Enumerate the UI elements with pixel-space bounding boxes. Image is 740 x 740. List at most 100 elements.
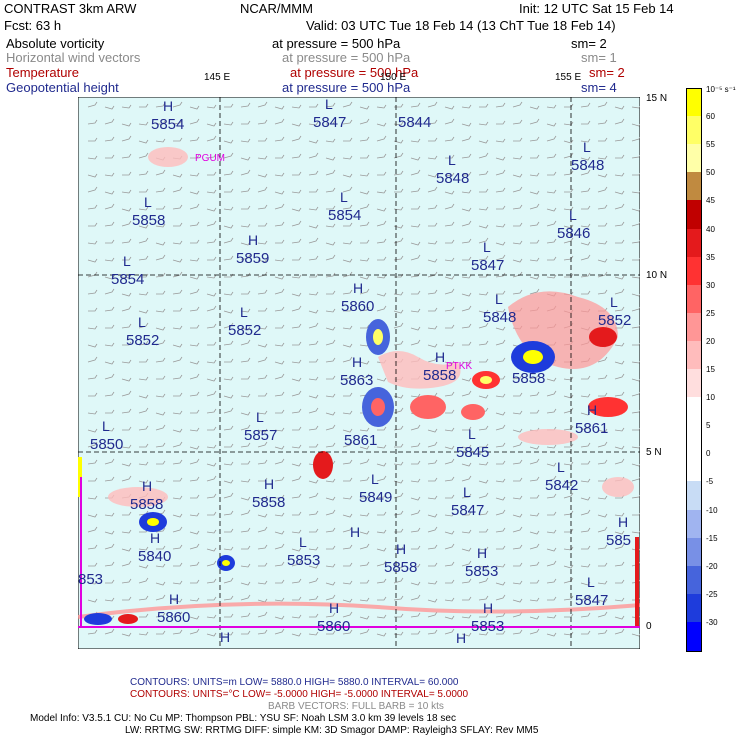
wind-barb — [274, 221, 285, 227]
wind-barb — [512, 459, 523, 465]
wind-barb — [631, 494, 640, 499]
wind-barb — [444, 172, 455, 177]
wind-barb — [410, 169, 421, 176]
colorbar-label: -20 — [706, 561, 718, 571]
wind-barb — [359, 561, 370, 567]
wind-barb — [138, 564, 149, 569]
wind-barb — [87, 186, 98, 193]
wind-barb — [427, 258, 438, 263]
wind-barb — [325, 509, 336, 516]
wind-barb — [597, 374, 608, 380]
wind-barb — [138, 206, 149, 211]
wind-barb — [257, 580, 268, 585]
wind-barb — [224, 358, 234, 363]
wind-barb — [223, 376, 234, 381]
wind-barb — [326, 630, 336, 635]
center-marker: L — [256, 409, 264, 425]
wind-barb — [172, 186, 183, 193]
wind-barb — [631, 293, 640, 297]
wind-barb — [580, 241, 591, 246]
colorbar-swatch — [687, 256, 701, 286]
wind-barb — [376, 444, 387, 449]
wind-barb — [325, 254, 336, 261]
wind-barb — [309, 528, 319, 533]
wind-barb — [512, 374, 523, 380]
wind-barb — [529, 512, 540, 517]
wind-barb — [427, 240, 438, 245]
wind-barb — [427, 204, 438, 210]
wind-barb — [478, 309, 489, 314]
wind-barb — [172, 428, 183, 433]
wind-barb — [376, 529, 387, 534]
wind-barb — [512, 513, 523, 518]
colorbar-label: -5 — [706, 477, 714, 487]
colorbar-label: 55 — [706, 140, 715, 150]
wind-barb — [410, 509, 421, 516]
wind-barb — [478, 237, 489, 244]
center-value: 5858 — [512, 370, 545, 387]
wind-barb — [172, 240, 183, 245]
wind-barb — [309, 188, 319, 193]
wind-barb — [496, 120, 506, 125]
wind-barb — [155, 308, 166, 313]
wind-barb — [529, 530, 540, 535]
wind-barb — [274, 458, 285, 465]
lon-label-155e: 155 E — [555, 72, 582, 83]
wind-barb — [257, 629, 268, 635]
wind-barb — [461, 274, 472, 279]
wind-barb — [529, 543, 540, 550]
center-value: 5853 — [287, 552, 320, 569]
wind-barb — [359, 288, 370, 295]
wind-barb — [376, 305, 387, 312]
wind-barb — [479, 613, 489, 618]
wind-barb — [206, 135, 217, 142]
wind-barb — [104, 118, 115, 125]
wind-barb — [138, 425, 149, 431]
wind-barb — [308, 309, 319, 314]
center-marker: L — [144, 194, 152, 210]
center-marker: H — [220, 629, 230, 645]
wind-barb — [513, 137, 523, 142]
center-value: 5852 — [228, 322, 261, 339]
wind-barb — [308, 564, 319, 569]
colorbar-label: 45 — [706, 196, 715, 206]
wind-barb — [138, 309, 149, 314]
wind-barb — [87, 544, 98, 550]
wind-barb — [410, 272, 421, 278]
wind-barb — [138, 170, 149, 176]
colorbar-swatch — [687, 312, 701, 342]
wind-barb — [121, 323, 132, 329]
field-pressure-temperature: at pressure = 500 hPa — [290, 65, 419, 80]
wind-barb — [207, 171, 217, 176]
wind-barb — [512, 410, 523, 415]
wind-barb — [614, 203, 625, 210]
wind-barb — [461, 359, 472, 364]
wind-barb — [444, 391, 455, 397]
wind-barb — [410, 527, 421, 533]
wind-barb — [223, 322, 234, 329]
wind-barb — [156, 205, 166, 210]
wind-barb — [410, 254, 421, 261]
wind-barb — [529, 203, 540, 210]
wind-barb — [121, 305, 132, 312]
center-value: 5849 — [359, 489, 392, 506]
wind-barb — [376, 632, 387, 637]
wind-barb — [105, 324, 115, 329]
wind-barb — [360, 154, 370, 159]
wind-barb — [342, 325, 353, 330]
wind-barb — [87, 629, 98, 635]
wind-barb — [546, 377, 557, 382]
wind-barb — [444, 257, 455, 262]
wind-barb — [257, 343, 268, 348]
wind-barb — [172, 513, 183, 518]
center-marker: H — [350, 524, 360, 540]
colorbar-swatch — [687, 621, 701, 651]
wind-barb — [597, 155, 608, 160]
wind-barb — [325, 393, 336, 398]
wind-barb — [138, 461, 149, 466]
wind-barb — [530, 154, 540, 159]
wind-barb — [410, 138, 421, 143]
wind-barb — [104, 530, 115, 535]
colorbar-label: 20 — [706, 336, 715, 346]
field-pressure-vorticity: at pressure = 500 hPa — [272, 36, 401, 51]
